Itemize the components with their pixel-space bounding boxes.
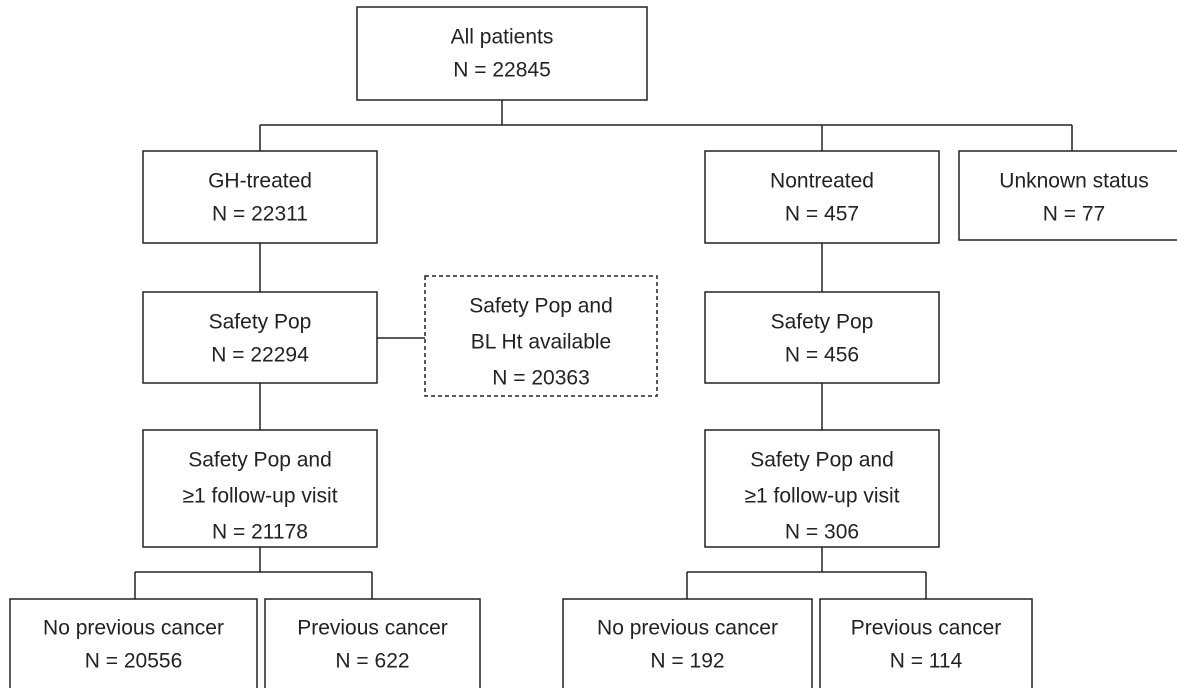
connector <box>686 243 927 599</box>
node-label: Nontreated <box>770 170 874 193</box>
node-label: N = 457 <box>785 203 859 226</box>
node-label: N = 22845 <box>453 59 551 82</box>
connector <box>259 100 1073 151</box>
node-label: GH-treated <box>208 170 312 193</box>
node-box <box>356 6 648 101</box>
node-label: N = 77 <box>1043 203 1105 226</box>
node-label: N = 622 <box>335 650 409 673</box>
node-label: N = 22311 <box>212 203 308 226</box>
connector <box>134 243 425 599</box>
node-label: Safety Pop and <box>188 449 332 472</box>
node-label: N = 306 <box>785 521 859 544</box>
node-label: Safety Pop <box>771 311 874 334</box>
node-box <box>264 598 481 688</box>
node-label: No previous cancer <box>43 617 224 640</box>
node-box <box>562 598 813 688</box>
connectors <box>134 100 1073 599</box>
node-label: Unknown status <box>999 170 1148 193</box>
node-label: Previous cancer <box>851 617 1002 640</box>
node-box <box>142 429 378 548</box>
node-box <box>704 429 940 548</box>
node-box <box>958 150 1177 241</box>
node-box <box>704 150 940 244</box>
node-label: N = 114 <box>890 650 963 673</box>
node-box <box>819 598 1033 688</box>
node-label: N = 20363 <box>492 367 590 390</box>
node-label: Previous cancer <box>297 617 448 640</box>
node-label: All patients <box>451 26 554 49</box>
node-label: No previous cancer <box>597 617 778 640</box>
node-box <box>142 150 378 244</box>
node-label: BL Ht available <box>471 331 611 354</box>
node-label: Safety Pop and <box>750 449 894 472</box>
node-label: N = 21178 <box>212 521 308 544</box>
node-box <box>424 275 658 397</box>
node-label: N = 20556 <box>85 650 183 673</box>
node-label: ≥1 follow-up visit <box>182 485 337 508</box>
node-label: Safety Pop <box>209 311 312 334</box>
node-label: N = 192 <box>650 650 724 673</box>
node-box <box>704 291 940 384</box>
node-box <box>9 598 258 688</box>
node-box <box>142 291 378 384</box>
node-label: Safety Pop and <box>469 295 613 318</box>
node-label: ≥1 follow-up visit <box>744 485 899 508</box>
node-label: N = 22294 <box>211 344 309 367</box>
node-label: N = 456 <box>785 344 859 367</box>
